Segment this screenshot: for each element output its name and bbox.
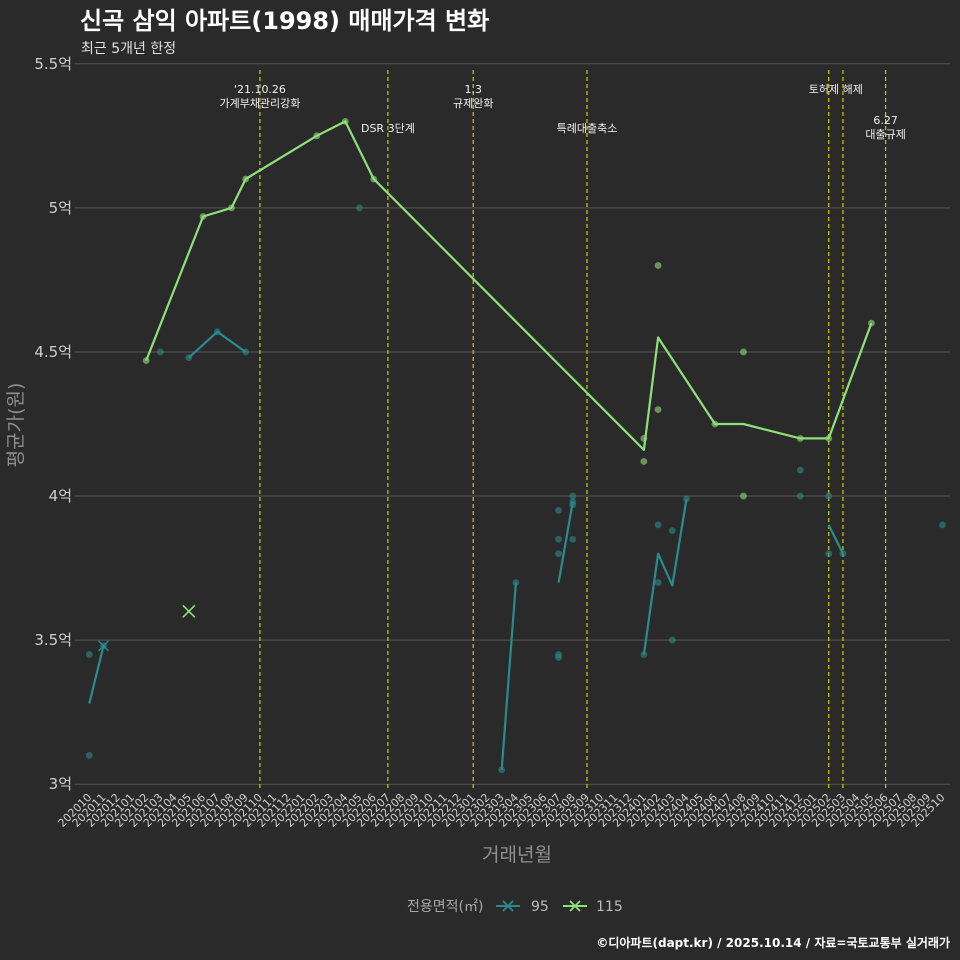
data-point-115: [654, 262, 662, 269]
legend-marker-115: [569, 900, 581, 912]
data-point-115: [654, 406, 662, 413]
data-point-115: [740, 492, 747, 500]
x-axis-ticks: 2020102020112020122021012021022021032021…: [56, 791, 948, 830]
series-lines: [88, 120, 873, 770]
event-label: '21.10.26: [234, 83, 286, 96]
event-label: 규제완화: [453, 97, 493, 110]
event-label: 대출규제: [865, 128, 905, 141]
event-label: DSR 3단계: [361, 122, 415, 135]
series-points: [85, 118, 946, 774]
data-point-115: [242, 175, 250, 183]
y-axis-label: 평균가(원): [5, 383, 27, 468]
data-point-115: [825, 435, 833, 442]
x-axis-label: 거래년월: [482, 844, 552, 866]
data-point-95: [569, 501, 577, 509]
data-point-95: [796, 492, 804, 500]
data-point-115: [370, 175, 378, 183]
data-point-95: [512, 579, 520, 586]
y-tick-label: 3억: [49, 775, 72, 793]
event-label: 6.27: [873, 114, 898, 127]
event-label: 1.3: [464, 83, 482, 96]
chart-title: 신곡 삼익 아파트(1998) 매매가격 변화: [80, 7, 489, 35]
data-point-95: [85, 752, 93, 759]
y-tick-label: 3.5억: [34, 631, 72, 649]
y-tick-label: 5.5억: [34, 55, 72, 73]
legend-marker-95: [502, 900, 514, 912]
event-label: 토허제 해제: [809, 82, 863, 96]
cross-marker-95: [98, 640, 110, 652]
data-point-95: [498, 766, 506, 774]
series-line-95: [88, 330, 844, 770]
data-point-95: [555, 550, 562, 558]
data-point-95: [654, 521, 662, 529]
data-point-95: [839, 550, 847, 558]
data-point-95: [825, 550, 833, 558]
chart-subtitle: 최근 5개년 한정: [81, 41, 176, 57]
data-point-115: [711, 420, 719, 428]
data-point-95: [668, 636, 676, 644]
data-point-115: [341, 118, 349, 125]
data-point-115: [640, 435, 648, 442]
data-point-115: [142, 357, 150, 364]
data-point-95: [654, 579, 662, 586]
data-point-95: [555, 654, 562, 661]
data-point-95: [569, 492, 577, 500]
y-tick-label: 5억: [49, 199, 72, 217]
y-axis-ticks: 3억 3.5억 4억 4.5억 5억 5.5억: [34, 55, 72, 793]
gridlines: [75, 63, 950, 785]
legend-label-95: 95: [531, 899, 549, 915]
data-point-115: [228, 204, 235, 212]
data-point-95: [242, 348, 250, 356]
data-point-95: [213, 328, 221, 336]
data-point-115: [313, 132, 321, 140]
event-label: 가계부채관리강화: [219, 97, 300, 110]
data-point-115: [640, 458, 648, 465]
data-point-95: [796, 466, 804, 474]
cross-marker-115: [182, 604, 196, 618]
data-point-95: [668, 527, 676, 535]
data-point-95: [555, 507, 562, 514]
data-point-115: [796, 435, 804, 442]
data-point-115: [868, 319, 875, 327]
legend: 전용면적(㎡) 95 115: [407, 899, 623, 915]
data-point-95: [555, 535, 562, 543]
data-point-95: [569, 535, 577, 543]
data-point-95: [85, 651, 93, 658]
legend-item-95: 95: [496, 899, 549, 915]
series-line-115: [145, 120, 873, 451]
legend-item-115: 115: [563, 899, 623, 915]
credit-text: ©디아파트(dapt.kr) / 2025.10.14 / 자료=국토교통부 실…: [596, 935, 950, 950]
data-point-115: [740, 348, 747, 356]
y-tick-label: 4.5억: [34, 343, 72, 361]
data-point-95: [683, 495, 690, 503]
event-label: 특례대출축소: [557, 122, 618, 135]
data-point-95: [939, 521, 946, 529]
data-point-95: [825, 492, 833, 500]
legend-title: 전용면적(㎡): [407, 899, 483, 915]
data-point-95: [157, 348, 164, 356]
y-tick-label: 4억: [49, 487, 72, 505]
data-point-95: [356, 204, 363, 212]
data-point-95: [185, 354, 193, 362]
legend-label-115: 115: [596, 899, 623, 915]
data-point-115: [199, 213, 207, 220]
data-point-95: [640, 651, 648, 658]
